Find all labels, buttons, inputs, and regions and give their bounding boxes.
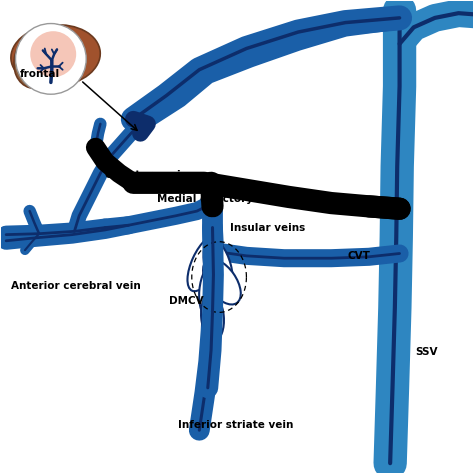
Text: frontal: frontal xyxy=(20,69,60,80)
Text: Insular veins: Insular veins xyxy=(230,223,305,233)
Text: CVT: CVT xyxy=(348,251,371,261)
Ellipse shape xyxy=(14,32,60,88)
Text: Olfactory vein: Olfactory vein xyxy=(105,171,188,181)
Ellipse shape xyxy=(188,235,222,291)
Text: SSV: SSV xyxy=(415,347,438,357)
Text: Anterior cerebral vein: Anterior cerebral vein xyxy=(11,282,141,292)
Ellipse shape xyxy=(203,259,241,304)
Circle shape xyxy=(30,31,76,77)
Text: Inferior striate vein: Inferior striate vein xyxy=(178,420,293,430)
Ellipse shape xyxy=(199,264,223,318)
Text: Medial olfactory vein: Medial olfactory vein xyxy=(157,194,282,204)
Ellipse shape xyxy=(201,293,224,341)
Ellipse shape xyxy=(11,25,100,86)
Text: DMCV: DMCV xyxy=(169,296,203,306)
Circle shape xyxy=(16,24,86,94)
Ellipse shape xyxy=(203,239,233,296)
